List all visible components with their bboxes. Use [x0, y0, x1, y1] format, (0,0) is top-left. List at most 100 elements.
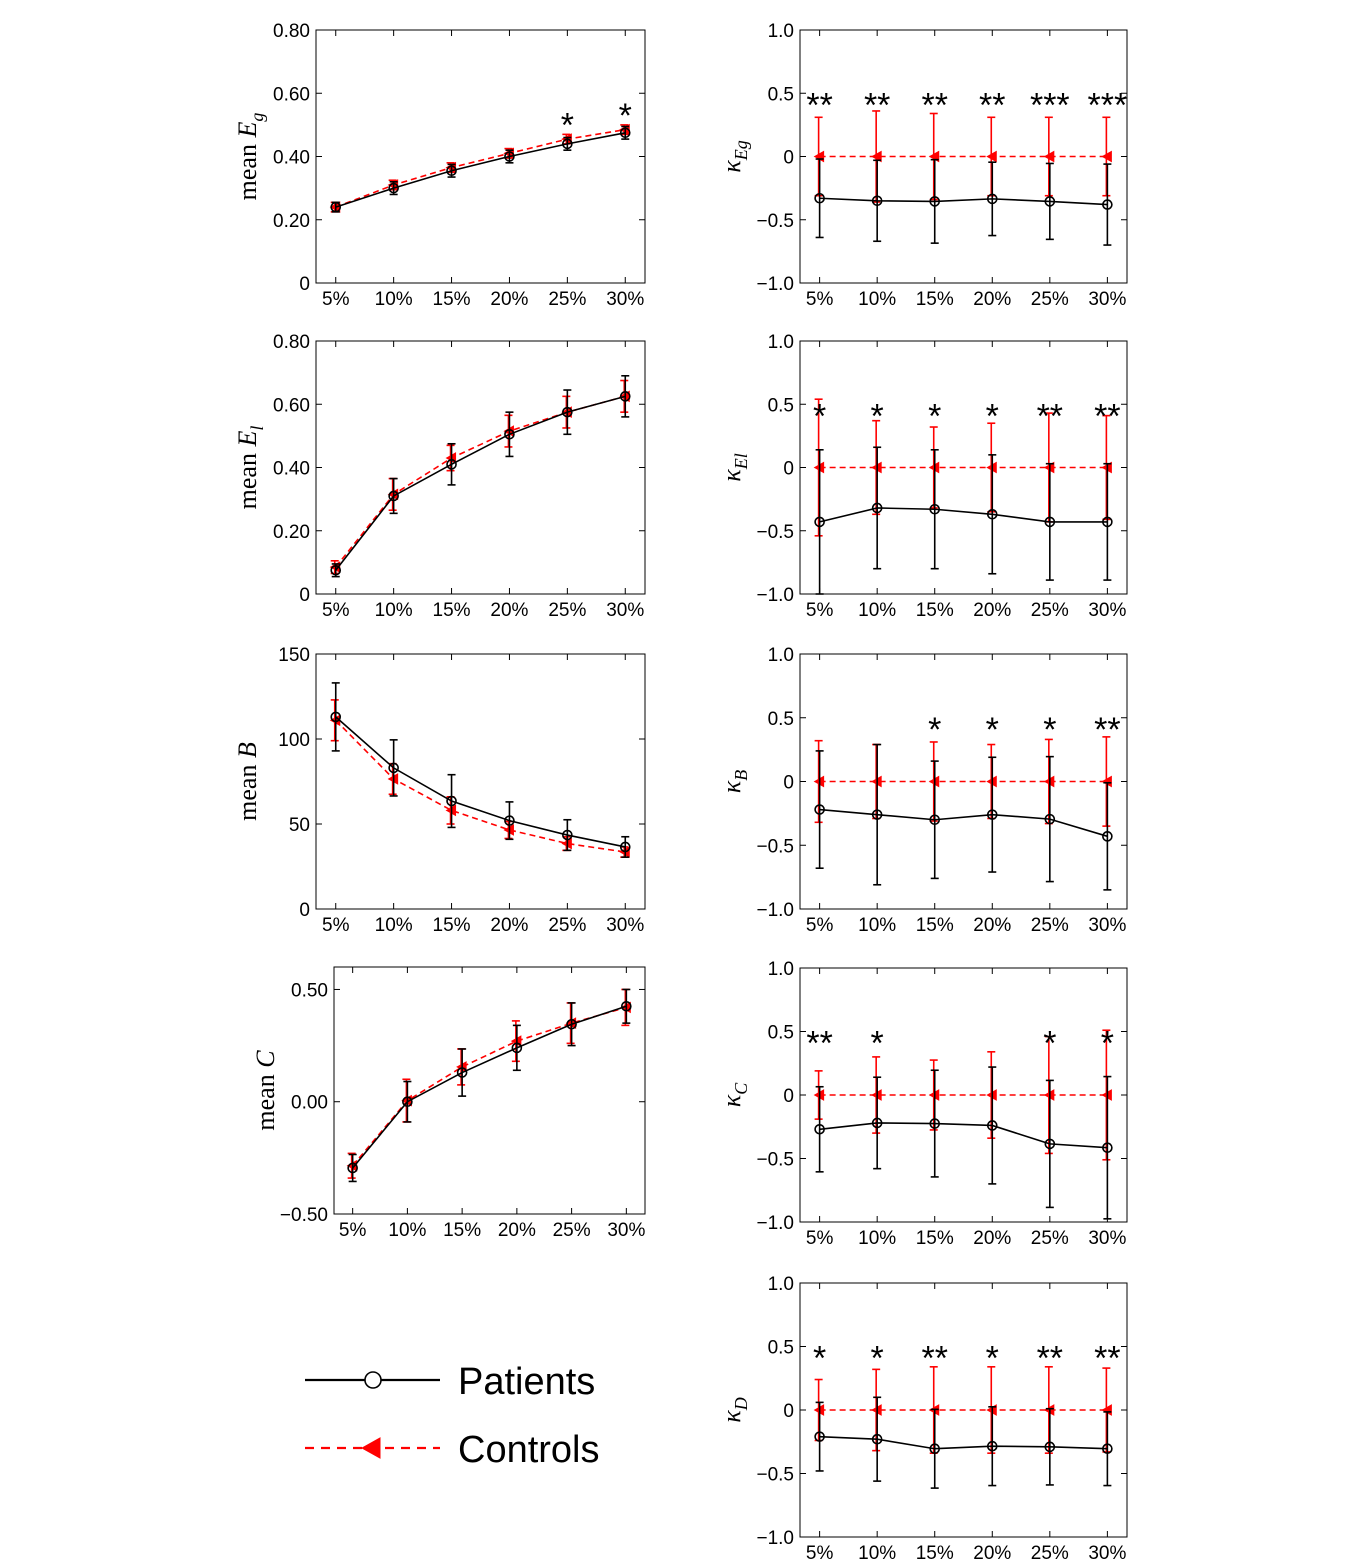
data-point: [446, 165, 457, 177]
series-line: [335, 719, 626, 853]
significance-marker: *: [871, 1025, 884, 1063]
legend: Patients Controls: [305, 1361, 600, 1471]
panel-mean_Eg: 0 0.20 0.40 0.60 0.80 5% 10% 15% 20% 25% 30% mean E…: [233, 21, 646, 310]
x-tick-label: 10%: [375, 289, 413, 310]
significance-marker: ***: [1030, 86, 1070, 124]
y-axis-label-subscript: l: [247, 426, 267, 431]
significance-marker: **: [1037, 1340, 1063, 1378]
x-tick-label: 25%: [1031, 915, 1069, 936]
significance-marker: *: [813, 1340, 826, 1378]
data-point: [871, 1117, 883, 1129]
x-tick-label: 5%: [339, 1220, 367, 1241]
significance-marker: **: [864, 86, 890, 124]
x-tick-label: 25%: [548, 915, 586, 936]
x-tick-label: 15%: [916, 289, 954, 310]
y-axis-label-subscript: g: [247, 113, 267, 122]
data-point: [986, 809, 998, 820]
data-point: [1102, 199, 1113, 210]
y-tick-label: 0.50: [291, 980, 328, 1001]
y-tick-label: 0: [783, 1086, 794, 1107]
x-tick-label: 15%: [433, 289, 471, 310]
legend-patients-label: Patients: [458, 1361, 595, 1403]
x-tick-label: 30%: [1088, 1543, 1126, 1560]
x-tick-label: 25%: [548, 600, 586, 621]
y-axis-label-prefix: mean: [251, 1068, 280, 1131]
x-tick-label: 15%: [916, 1543, 954, 1560]
series-line: [819, 808, 1108, 838]
panel-kappa_El: −1.0−0.500.51.05% 10% 15% 20% 25% 30%κEl* * * * *…: [717, 332, 1128, 621]
significance-marker: **: [1094, 711, 1120, 749]
significance-marker: *: [813, 397, 826, 435]
data-point: [986, 509, 998, 520]
series-line: [819, 1435, 1108, 1450]
x-tick-label: 15%: [916, 915, 954, 936]
data-point: [1102, 1443, 1113, 1455]
y-tick-label: 150: [278, 645, 310, 666]
data-point: [1044, 1138, 1056, 1150]
panel-mean_El: 0 0.20 0.40 0.60 0.80 5% 10% 15% 20% 25% 30% mean E…: [233, 332, 646, 621]
x-tick-label: 25%: [548, 289, 586, 310]
series-controls: [813, 398, 1112, 537]
data-point: [871, 150, 882, 163]
panel-kappa_B: −1.0−0.500.51.05% 10% 15% 20% 25% 30%κB* * * **: [717, 645, 1128, 936]
x-tick-label: 25%: [553, 1220, 591, 1241]
y-axis-label-subscript: B: [731, 770, 751, 781]
y-axis-label-subscript: D: [731, 1397, 751, 1411]
data-point: [456, 1067, 468, 1078]
data-point: [814, 1431, 825, 1442]
x-tick-label: 30%: [606, 289, 644, 310]
x-tick-label: 20%: [973, 289, 1011, 310]
data-point: [929, 814, 941, 826]
data-point: [1044, 196, 1056, 207]
y-tick-label: 1.0: [768, 1274, 794, 1295]
legend-controls-label: Controls: [458, 1429, 600, 1471]
y-axis-label-prefix: mean: [233, 447, 262, 510]
data-point: [330, 564, 342, 576]
y-axis-label: κC: [717, 1082, 751, 1107]
panel-mean_C: −0.50 0.00 0.50 5% 10% 15% 20% 25% 30% mean C: [251, 966, 646, 1241]
y-axis-label-symbol: E: [233, 431, 262, 448]
data-point: [871, 1433, 883, 1445]
y-tick-label: 1.0: [768, 959, 794, 980]
x-tick-label: 10%: [858, 1228, 896, 1249]
y-tick-label: −0.5: [756, 836, 794, 857]
y-tick-label: 0: [299, 585, 310, 606]
y-tick-label: −1.0: [756, 1528, 794, 1549]
series-line: [352, 1005, 627, 1169]
y-axis-label-symbol: κ: [717, 1094, 746, 1107]
data-point: [1101, 150, 1112, 163]
data-point: [986, 193, 998, 205]
plot-frame: [315, 653, 646, 910]
x-tick-label: 15%: [916, 1228, 954, 1249]
x-tick-label: 10%: [388, 1220, 426, 1241]
series-patients: [330, 125, 631, 213]
y-tick-label: −1.0: [756, 585, 794, 606]
data-point: [871, 809, 883, 820]
x-tick-label: 5%: [322, 289, 350, 310]
data-point: [814, 192, 825, 204]
y-tick-label: 0: [299, 274, 310, 295]
significance-marker: *: [986, 397, 999, 435]
data-point: [504, 428, 515, 440]
y-tick-label: 0.5: [768, 84, 794, 105]
series-line: [335, 395, 626, 571]
series-controls: [329, 699, 630, 858]
x-tick-label: 15%: [433, 600, 471, 621]
y-axis-label-symbol: E: [233, 122, 262, 139]
x-tick-label: 10%: [858, 1543, 896, 1560]
data-point: [986, 1440, 998, 1452]
legend-controls-marker: [360, 1437, 381, 1459]
series-controls: [346, 988, 631, 1179]
y-tick-label: 1.0: [768, 332, 794, 353]
x-tick-label: 10%: [375, 915, 413, 936]
panel-kappa_C: −1.0−0.500.51.05% 10% 15% 20% 25% 30%κC** * * *: [717, 959, 1128, 1249]
data-point: [504, 151, 515, 162]
x-tick-label: 5%: [806, 1543, 834, 1560]
x-tick-label: 15%: [433, 915, 471, 936]
data-point: [511, 1042, 523, 1054]
y-tick-label: 0.20: [273, 522, 310, 543]
x-tick-label: 10%: [375, 600, 413, 621]
y-axis-label: κB: [717, 770, 751, 793]
data-point: [1044, 516, 1056, 528]
y-tick-label: 0: [783, 148, 794, 169]
